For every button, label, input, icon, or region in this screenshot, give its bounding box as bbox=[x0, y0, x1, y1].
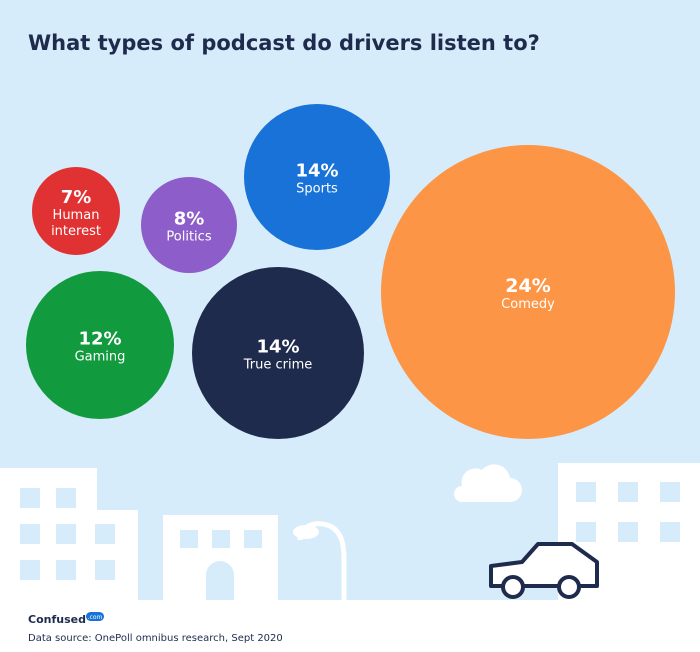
bubble-label-comedy: Comedy bbox=[501, 297, 555, 312]
bubble-value-politics: 8% bbox=[174, 209, 205, 230]
car-icon bbox=[489, 542, 599, 599]
bubble-value-true-crime: 14% bbox=[256, 337, 299, 358]
bubble-value-gaming: 12% bbox=[78, 329, 121, 350]
bubble-circle-politics bbox=[141, 177, 237, 273]
bubble-value-sports: 14% bbox=[295, 161, 338, 182]
lamp-head bbox=[293, 525, 319, 539]
bubble-label-true-crime: True crime bbox=[243, 358, 313, 373]
brand-logo: Confused bbox=[28, 613, 86, 626]
building-middle-windows bbox=[180, 530, 262, 602]
bubble-circle-comedy bbox=[381, 145, 675, 439]
bubble-circle-true-crime bbox=[192, 267, 364, 439]
building-right-windows bbox=[576, 482, 680, 542]
bubble-value-comedy: 24% bbox=[505, 275, 550, 297]
bubble-true-crime: 14%True crime bbox=[192, 267, 364, 439]
cloud-icon bbox=[454, 464, 522, 502]
bubble-label-human-interest: interest bbox=[51, 224, 101, 239]
bubble-circle-human-interest bbox=[32, 167, 120, 255]
bubble-label-human-interest: Human bbox=[53, 208, 100, 223]
bubble-gaming: 12%Gaming bbox=[26, 271, 174, 419]
chart-title: What types of podcast do drivers listen … bbox=[28, 31, 540, 55]
data-source: Data source: OnePoll omnibus research, S… bbox=[28, 633, 283, 644]
bubble-label-sports: Sports bbox=[296, 182, 338, 197]
ground bbox=[0, 600, 700, 652]
brand-logo-suffix: .com bbox=[88, 614, 103, 621]
bubble-circle-gaming bbox=[26, 271, 174, 419]
bubble-circle-sports bbox=[244, 104, 390, 250]
bubbles: 7%Humaninterest8%Politics14%Sports12%Gam… bbox=[26, 104, 675, 439]
bubble-politics: 8%Politics bbox=[141, 177, 237, 273]
bubble-label-politics: Politics bbox=[166, 230, 211, 245]
brand-logo-badge bbox=[86, 612, 104, 621]
bubble-value-human-interest: 7% bbox=[61, 187, 92, 208]
building-left-windows bbox=[20, 488, 115, 580]
bubble-label-gaming: Gaming bbox=[75, 350, 126, 365]
bubble-sports: 14%Sports bbox=[244, 104, 390, 250]
bubble-comedy: 24%Comedy bbox=[381, 145, 675, 439]
